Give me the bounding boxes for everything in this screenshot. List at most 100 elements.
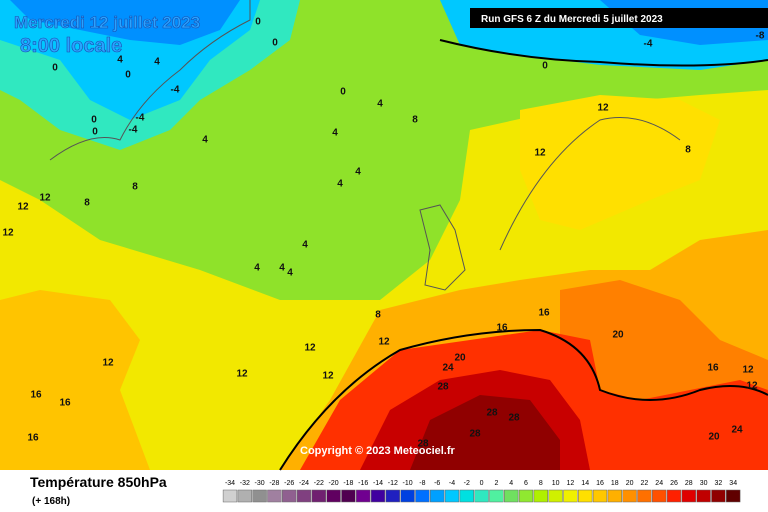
legend-tick-label: -14 [373, 480, 383, 487]
legend: -34 -32 -30 -28 -26 -24 -22 -20 -18 -16 -14 -12 -10-… [222, 480, 741, 503]
legend-swatch [459, 489, 474, 503]
legend-swatch [696, 489, 711, 503]
legend-swatch [341, 489, 356, 503]
legend-tick-label: -8 [419, 480, 425, 487]
legend-swatch [430, 489, 445, 503]
contour-label: 8 [132, 182, 138, 193]
contour-label: 12 [2, 228, 14, 239]
legend-swatch [548, 489, 563, 503]
contour-label: 16 [707, 363, 719, 374]
legend-swatch [296, 489, 312, 503]
legend-tick-label: 26 [670, 480, 678, 487]
legend-tick-label: 34 [729, 480, 737, 487]
legend-tick-label: -28 [269, 480, 279, 487]
contour-label: 0 [125, 70, 131, 81]
contour-label: -8 [756, 31, 765, 42]
warm-zone [0, 290, 150, 470]
contour-label: 4 [154, 57, 160, 68]
contour-label: -4 [644, 39, 653, 50]
isotherm [439, 39, 768, 67]
contour-label: 12 [17, 202, 29, 213]
legend-swatch [504, 489, 519, 503]
legend-swatch [666, 489, 682, 503]
legend-swatch [444, 489, 460, 503]
contour-label: 20 [454, 353, 466, 364]
extreme-zone [410, 395, 560, 470]
copyright: Copyright © 2023 Meteociel.fr [300, 445, 456, 457]
legend-swatch [607, 489, 622, 503]
legend-swatch [489, 489, 504, 503]
legend-swatch [681, 489, 696, 503]
contour-label: 4 [279, 263, 285, 274]
contour-label: 0 [255, 17, 261, 28]
contour-label: 12 [378, 337, 390, 348]
contour-label: 4 [355, 167, 361, 178]
run-box [470, 8, 768, 28]
legend-swatch [370, 489, 386, 503]
contour-label: 4 [332, 128, 338, 139]
contour-label: 28 [469, 429, 481, 440]
contour-label: 24 [731, 425, 743, 436]
contour-label: 0 [52, 63, 58, 74]
scandinavia-zone [520, 95, 720, 230]
legend-swatch [282, 489, 297, 503]
legend-tick-label: 10 [552, 480, 560, 487]
contour-label: 12 [746, 381, 758, 392]
contour-label: 0 [542, 61, 548, 72]
legend-tick-label: -24 [299, 480, 309, 487]
legend-tick-label: -26 [284, 480, 294, 487]
contour-label: 16 [59, 398, 71, 409]
legend-swatch [726, 489, 741, 503]
contour-label: 16 [496, 323, 508, 334]
legend-swatch [652, 489, 667, 503]
contour-label: 20 [612, 330, 624, 341]
contour-label: 12 [39, 193, 51, 204]
contour-label: -4 [136, 113, 145, 124]
legend-tick-label: 12 [567, 480, 575, 487]
legend-tick-label: 22 [641, 480, 649, 487]
legend-tick-label: -18 [343, 480, 353, 487]
contour-label: 20 [708, 432, 720, 443]
legend-swatch [252, 489, 267, 503]
legend-tick-label: -4 [449, 480, 455, 487]
contour-label: 28 [437, 382, 449, 393]
legend-tick-label: 24 [655, 480, 663, 487]
legend-tick-label: 16 [596, 480, 604, 487]
legend-swatch [474, 489, 489, 503]
contour-label: 0 [340, 87, 346, 98]
legend-swatch [637, 489, 652, 503]
contour-label: -4 [171, 85, 180, 96]
legend-tick-label: 28 [685, 480, 693, 487]
contour-label: 8 [412, 115, 418, 126]
contour-label: 8 [375, 310, 381, 321]
contour-label: 4 [254, 263, 260, 274]
coastline [419, 204, 466, 291]
contour-label: -4 [129, 125, 138, 136]
legend-tick-label: 14 [581, 480, 589, 487]
contour-label: 16 [27, 433, 39, 444]
contour-label: 28 [508, 413, 520, 424]
legend-tick-label: 18 [611, 480, 619, 487]
forecast-date: Mercredi 12 juillet 2023 [14, 13, 200, 32]
forecast-time: 8:00 locale [20, 35, 122, 57]
legend-tick-label: -30 [255, 480, 265, 487]
contour-label: 12 [597, 103, 609, 114]
contour-label: 4 [377, 99, 383, 110]
contour-label: 8 [84, 198, 90, 209]
legend-swatch [415, 489, 430, 503]
legend-tick-label: -22 [314, 480, 324, 487]
coastline [49, 0, 251, 161]
legend-swatch [267, 489, 282, 503]
legend-swatch [592, 489, 608, 503]
contour-label: 16 [538, 308, 550, 319]
contour-label: 0 [272, 38, 278, 49]
legend-tick-label: 30 [700, 480, 708, 487]
legend-tick-label: -16 [358, 480, 368, 487]
contour-label: 12 [534, 148, 546, 159]
legend-swatch [711, 489, 726, 503]
legend-tick-label: 4 [509, 480, 513, 487]
legend-swatch [533, 489, 548, 503]
contour-label: 4 [337, 179, 343, 190]
